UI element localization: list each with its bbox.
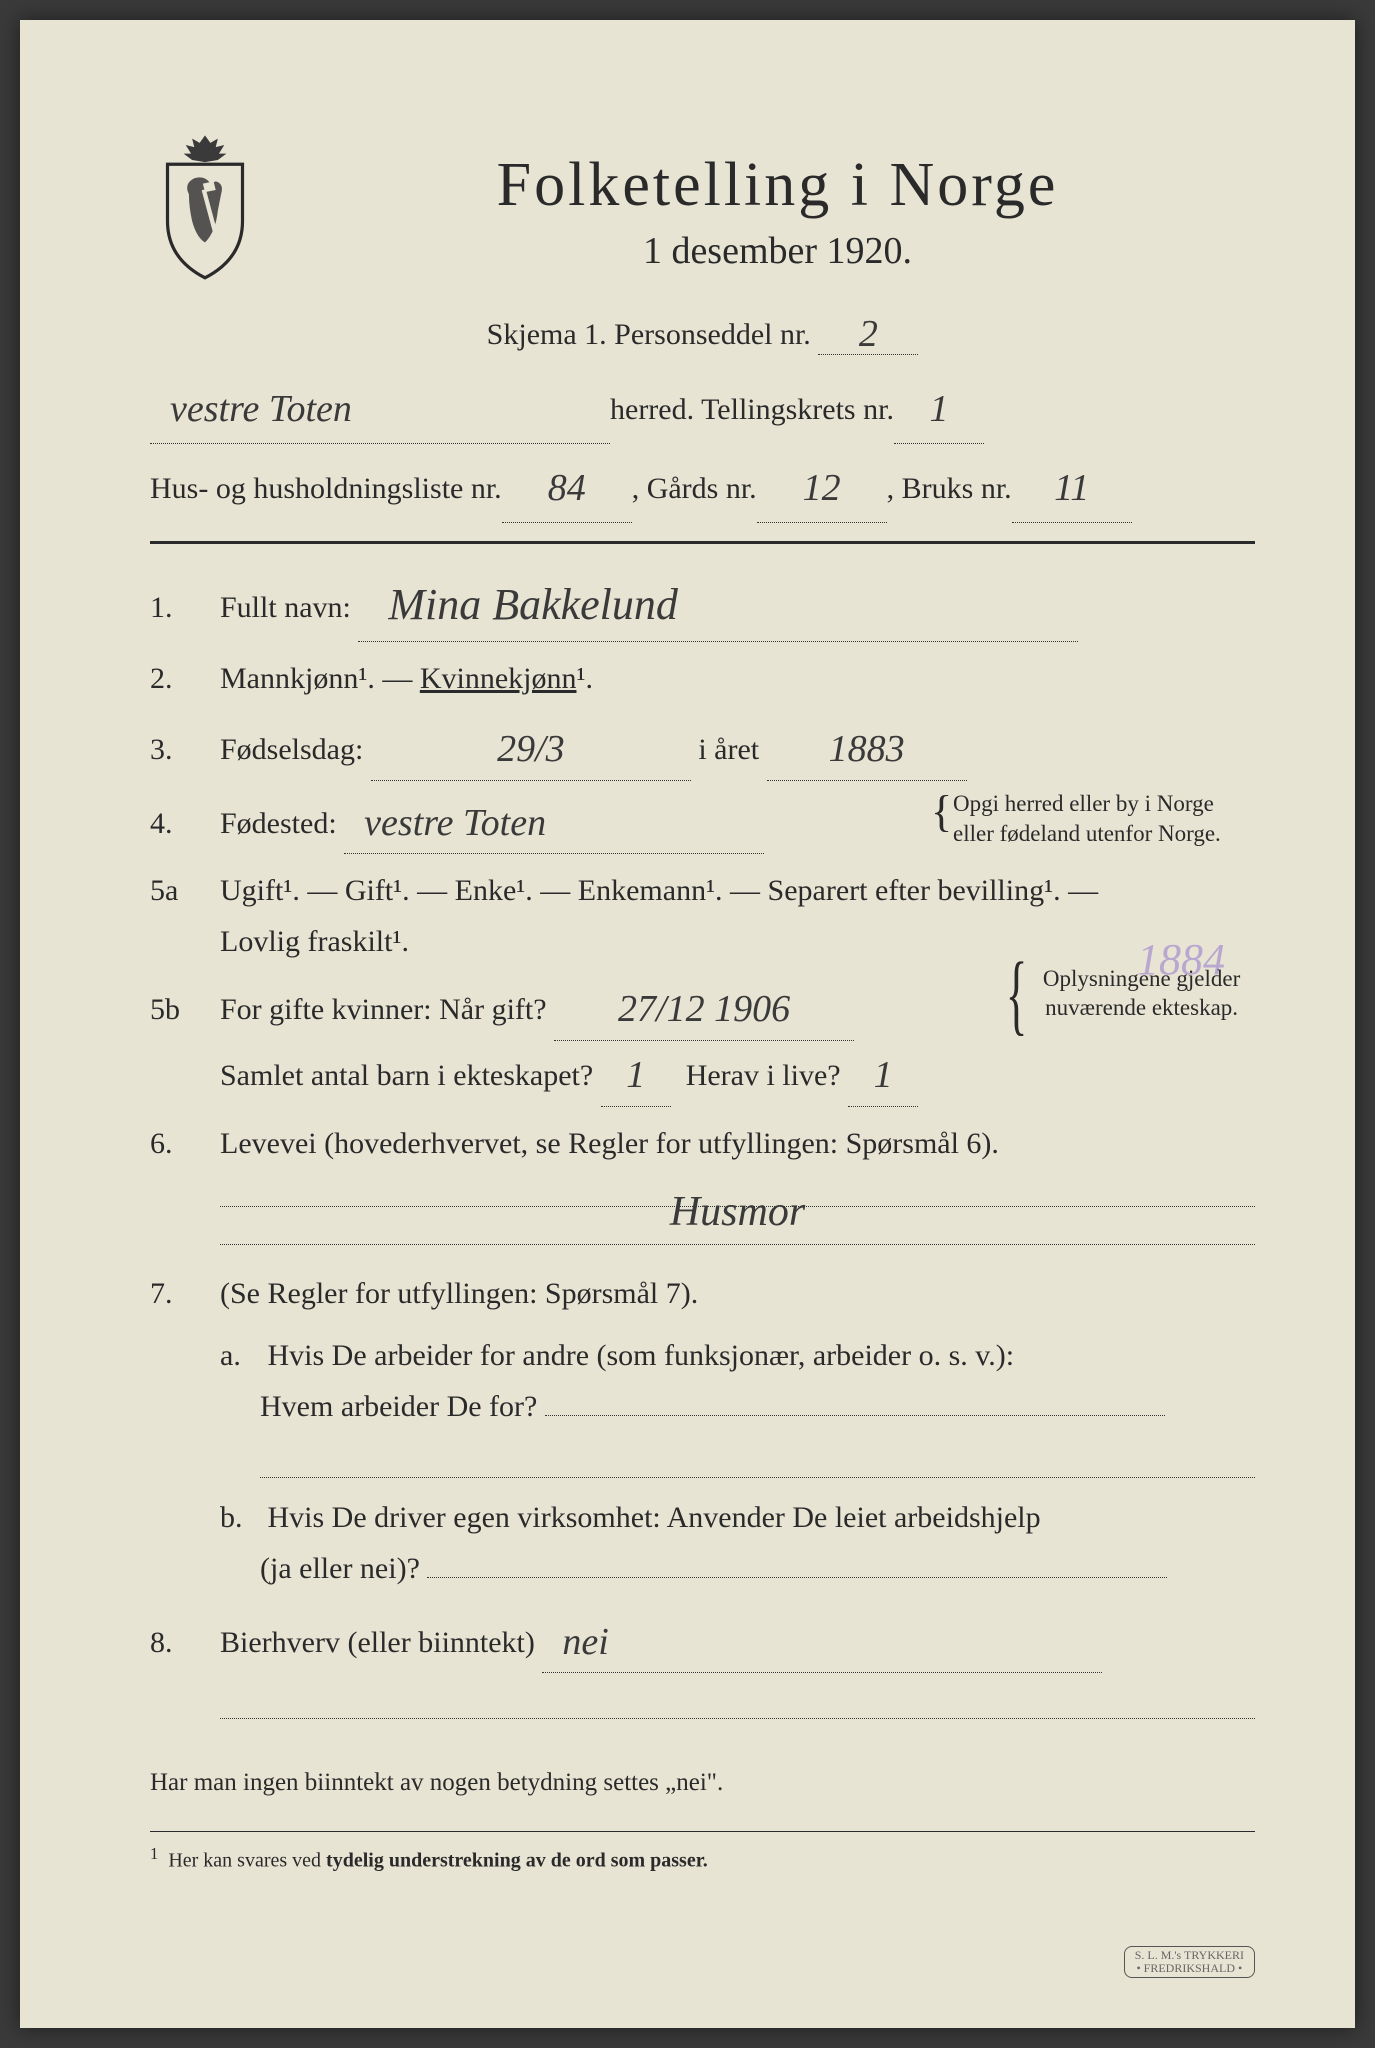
- q5b-note: Oplysningene gjelder nuværende ekteskap.: [1028, 965, 1255, 1023]
- q1-value: Mina Bakkelund: [388, 580, 678, 629]
- subtitle-date: 1 desember 1920.: [300, 229, 1255, 273]
- q6-num: 6.: [150, 1115, 220, 1172]
- q2-text-a: Mannkjønn¹. —: [220, 662, 420, 695]
- q5b-val2: 1: [626, 1054, 645, 1096]
- q4-note: { Opgi herred eller by i Norge eller fød…: [945, 789, 1255, 849]
- footnote-bold: tydelig understrekning av de ord som pas…: [326, 1849, 708, 1871]
- q5b-label3: Herav i live?: [686, 1059, 841, 1092]
- q7b-text2: (ja eller nei)?: [260, 1552, 420, 1585]
- footnote-pre: Her kan svares ved: [168, 1849, 326, 1871]
- bottom-note: Har man ingen biinntekt av nogen betydni…: [150, 1759, 1255, 1807]
- q4: 4. Fødested: vestre Toten { Opgi herred …: [150, 789, 1255, 855]
- q7b: b. Hvis De driver egen virksomhet: Anven…: [220, 1492, 1255, 1594]
- q6: 6. Levevei (hovederhvervet, se Regler fo…: [150, 1115, 1255, 1245]
- q8: 8. Bierhverv (eller biinntekt) nei: [150, 1608, 1255, 1720]
- q2: 2. Mannkjønn¹. — Kvinnekjønn¹.: [150, 650, 1255, 707]
- q7-text: (Se Regler for utfyllingen: Spørsmål 7).: [220, 1268, 1255, 1319]
- q4-num: 4.: [150, 795, 220, 852]
- q5a-text2: Lovlig fraskilt¹.: [220, 916, 1255, 967]
- q4-value: vestre Toten: [364, 802, 546, 844]
- q8-value: nei: [562, 1621, 608, 1663]
- main-title: Folketelling i Norge: [300, 150, 1255, 221]
- gards-label: , Gårds nr.: [632, 460, 757, 517]
- skjema-label: Skjema 1. Personseddel nr.: [487, 318, 811, 351]
- q7: 7. (Se Regler for utfyllingen: Spørsmål …: [150, 1265, 1255, 1322]
- q7a-letter: a.: [220, 1330, 260, 1381]
- q5b-val3: 1: [874, 1054, 893, 1096]
- q1-num: 1.: [150, 579, 220, 636]
- census-form-page: Folketelling i Norge 1 desember 1920. Sk…: [20, 20, 1355, 2028]
- q5b-label2: Samlet antal barn i ekteskapet?: [220, 1059, 593, 1092]
- q8-num: 8.: [150, 1614, 220, 1671]
- q7a-text: Hvis De arbeider for andre (som funksjon…: [268, 1339, 1015, 1372]
- herred-line: vestre Toten herred. Tellingskrets nr. 1: [150, 371, 1255, 444]
- title-block: Folketelling i Norge 1 desember 1920.: [300, 130, 1255, 273]
- header: Folketelling i Norge 1 desember 1920.: [150, 130, 1255, 280]
- form-body: vestre Toten herred. Tellingskrets nr. 1…: [150, 371, 1255, 1879]
- q7a: a. Hvis De arbeider for andre (som funks…: [220, 1330, 1255, 1478]
- q5a-num: 5a: [150, 862, 220, 919]
- q7a-text2: Hvem arbeider De for?: [260, 1390, 537, 1423]
- q7-num: 7.: [150, 1265, 220, 1322]
- q4-note2: eller fødeland utenfor Norge.: [953, 821, 1221, 846]
- q3-year: 1883: [829, 728, 905, 770]
- bruks-label: , Bruks nr.: [887, 460, 1012, 517]
- q7a-fill: [545, 1415, 1165, 1416]
- q3-mid: i året: [698, 733, 759, 766]
- q5b-side-note: { Oplysningene gjelder nuværende ekteska…: [995, 965, 1255, 1023]
- footnote-sup: 1: [150, 1844, 158, 1863]
- q7a-blank: [260, 1446, 1255, 1478]
- q5b-num: 5b: [150, 981, 220, 1038]
- personseddel-nr: 2: [859, 313, 878, 355]
- q3-day: 29/3: [497, 728, 565, 770]
- q6-text: Levevei (hovederhvervet, se Regler for u…: [220, 1118, 1255, 1169]
- hushold-nr: 84: [548, 467, 586, 509]
- q7b-letter: b.: [220, 1492, 260, 1543]
- skjema-line: Skjema 1. Personseddel nr. 2: [150, 310, 1255, 355]
- q4-note1: Opgi herred eller by i Norge: [953, 791, 1214, 816]
- printer-stamp: S. L. M.'s TRYKKERI • FREDRIKSHALD •: [1124, 1946, 1255, 1978]
- q4-label: Fødested:: [220, 807, 337, 840]
- q5b-label1: For gifte kvinner: Når gift?: [220, 993, 547, 1026]
- q5a: 5a Ugift¹. — Gift¹. — Enke¹. — Enkemann¹…: [150, 862, 1255, 967]
- gards-nr: 12: [803, 467, 841, 509]
- curly-brace-icon: {: [1006, 972, 1028, 1017]
- stamp-l2: • FREDRIKSHALD •: [1135, 1962, 1244, 1975]
- coat-of-arms-icon: [150, 130, 260, 280]
- q3-num: 3.: [150, 721, 220, 778]
- footnote: 1 Her kan svares ved tydelig understrekn…: [150, 1831, 1255, 1880]
- q5b: 5b { Oplysningene gjelder nuværende ekte…: [150, 975, 1255, 1106]
- q3-label: Fødselsdag:: [220, 733, 363, 766]
- krets-nr: 1: [929, 388, 948, 430]
- q7b-text: Hvis De driver egen virksomhet: Anvender…: [268, 1501, 1041, 1534]
- q8-blank: [220, 1687, 1255, 1719]
- q3: 3. Fødselsdag: 29/3 i året 1883: [150, 715, 1255, 781]
- q2-text-c: ¹.: [576, 662, 593, 695]
- q1: 1. Fullt navn: Mina Bakkelund: [150, 566, 1255, 642]
- divider: [150, 541, 1255, 544]
- q5b-val1: 27/12 1906: [618, 988, 790, 1030]
- herred-value: vestre Toten: [170, 388, 352, 430]
- q2-num: 2.: [150, 650, 220, 707]
- stamp-l1: S. L. M.'s TRYKKERI: [1135, 1949, 1244, 1962]
- list-line: Hus- og husholdningsliste nr. 84 , Gårds…: [150, 450, 1255, 523]
- herred-label: herred. Tellingskrets nr.: [610, 381, 894, 438]
- q8-label: Bierhverv (eller biinntekt): [220, 1626, 535, 1659]
- q7b-fill: [427, 1577, 1167, 1578]
- q6-value: Husmor: [670, 1189, 805, 1235]
- bruks-nr: 11: [1054, 467, 1089, 509]
- hushold-label: Hus- og husholdningsliste nr.: [150, 460, 502, 517]
- q2-kvinne: Kvinnekjønn: [420, 662, 577, 695]
- q1-label: Fullt navn:: [220, 591, 351, 624]
- q5a-text: Ugift¹. — Gift¹. — Enke¹. — Enkemann¹. —…: [220, 865, 1255, 916]
